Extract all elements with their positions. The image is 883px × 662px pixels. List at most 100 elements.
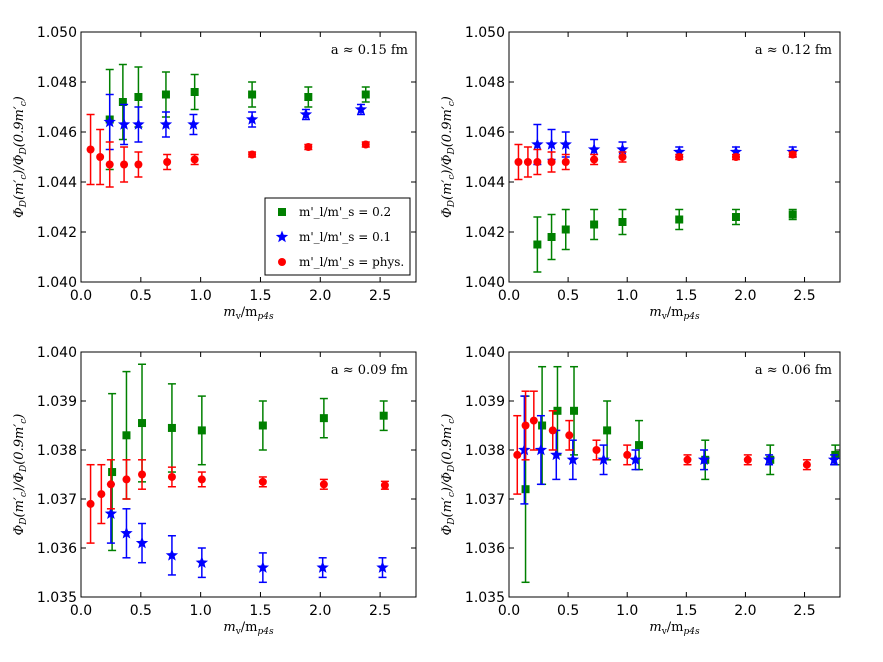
y-axis-label: ΦD(m′c)/ΦD(0.9m′c) — [12, 414, 29, 536]
series-circle — [513, 390, 811, 495]
legend-marker — [278, 208, 286, 216]
data-point — [513, 450, 522, 459]
data-point — [165, 548, 179, 561]
plot-frame — [508, 351, 841, 598]
data-point — [561, 225, 570, 234]
data-point — [603, 426, 612, 435]
data-point — [106, 480, 115, 489]
y-axis-label: ΦD(m′c)/ΦD(0.9m′c) — [440, 414, 457, 536]
spacing-annotation: a ≈ 0.09 fm — [331, 363, 408, 378]
data-point — [105, 160, 114, 169]
data-point — [587, 143, 601, 155]
data-point — [523, 158, 532, 166]
spacing-annotation: a ≈ 0.06 fm — [755, 363, 832, 378]
data-point — [547, 233, 556, 241]
y-tick-label: 1.044 — [465, 175, 505, 191]
x-tick-label: 1.0 — [616, 288, 638, 304]
y-tick-label: 1.048 — [465, 75, 505, 91]
series-star — [518, 395, 841, 505]
series-square — [105, 63, 370, 171]
data-point — [518, 443, 531, 456]
plot-frame — [508, 31, 841, 283]
x-tick-label: 2.0 — [734, 288, 756, 304]
data-point — [138, 470, 147, 479]
y-tick-label: 1.037 — [465, 492, 505, 508]
data-point — [354, 103, 368, 115]
series-star — [531, 123, 799, 166]
x-tick-label: 0.5 — [557, 603, 579, 619]
data-point — [380, 481, 389, 490]
data-point — [167, 472, 176, 481]
data-point — [545, 138, 558, 150]
y-tick-label: 1.037 — [37, 492, 77, 508]
data-point — [802, 460, 811, 469]
data-point — [788, 210, 797, 219]
data-point — [163, 158, 172, 166]
data-point — [319, 480, 328, 489]
x-tick-label: 2.5 — [369, 288, 391, 304]
x-tick-label: 0.5 — [130, 288, 152, 304]
data-point — [788, 150, 797, 159]
data-point — [618, 153, 627, 161]
x-tick-label: 1.5 — [249, 288, 271, 304]
data-point — [159, 118, 173, 130]
data-point — [161, 90, 170, 99]
data-point — [729, 145, 743, 158]
data-point — [195, 556, 209, 568]
x-tick-label: 1.5 — [249, 603, 271, 619]
data-point — [96, 153, 105, 161]
y-tick-label: 1.040 — [37, 345, 77, 361]
x-tick-label: 0.0 — [498, 603, 520, 619]
data-point — [590, 220, 599, 229]
data-point — [248, 90, 257, 99]
data-point — [635, 441, 644, 450]
x-tick-label: 0.0 — [70, 288, 92, 304]
x-tick-label: 1.5 — [675, 603, 697, 619]
x-tick-label: 2.0 — [309, 603, 331, 619]
data-point — [97, 490, 106, 499]
data-point — [118, 98, 127, 106]
data-point — [376, 561, 389, 573]
data-point — [299, 108, 313, 120]
data-point — [538, 421, 547, 430]
data-point — [514, 158, 523, 166]
legend-marker — [275, 230, 289, 243]
y-tick-label: 1.042 — [37, 225, 77, 241]
series-circle — [86, 113, 370, 188]
plot-frame — [80, 351, 417, 598]
chart-panel-4: 0.0 0.5 1.0 1.5 2.0 2.5 1.035 1.036 1.037 1.038 1.… — [440, 345, 841, 637]
data-point — [134, 160, 143, 169]
x-tick-label: 2.0 — [734, 603, 756, 619]
data-point — [86, 145, 95, 154]
x-axis-label: mv/mp4s — [649, 305, 700, 322]
data-point — [529, 416, 538, 425]
x-tick-label: 1.0 — [616, 603, 638, 619]
x-tick-label: 0.5 — [130, 603, 152, 619]
x-axis-label: mv/mp4s — [649, 620, 700, 637]
data-point — [134, 93, 143, 101]
data-point — [553, 406, 562, 415]
data-point — [122, 475, 131, 484]
y-tick-label: 1.039 — [465, 394, 505, 410]
x-tick-label: 0.5 — [557, 288, 579, 304]
data-point — [86, 499, 95, 508]
legend-marker — [278, 258, 286, 266]
data-point — [256, 561, 270, 573]
chart-panel-2: 0.0 0.5 1.0 1.5 2.0 2.5 1.040 1.042 1.044 1.046 1.… — [440, 25, 841, 322]
data-point — [592, 446, 601, 454]
y-axis-label: ΦD(m′c)/ΦD(0.9m′c) — [440, 96, 457, 218]
data-point — [304, 143, 313, 151]
data-point — [731, 153, 740, 161]
spacing-annotation: a ≈ 0.15 fm — [331, 43, 408, 58]
data-point — [248, 150, 257, 159]
y-tick-label: 1.040 — [465, 275, 505, 291]
y-tick-label: 1.039 — [37, 394, 77, 410]
data-point — [135, 536, 149, 549]
y-axis-label: ΦD(m′c)/ΦD(0.9m′c) — [12, 96, 29, 218]
data-point — [304, 93, 313, 101]
data-point — [548, 426, 557, 435]
legend: m'_l/m'_s = 0.2 m'_l/m'_s = 0.1 m'_l/m'_s … — [264, 197, 411, 276]
data-point — [547, 158, 556, 166]
legend-entry: m'_l/m'_s = 0.1 — [299, 230, 391, 244]
data-point — [103, 115, 116, 128]
